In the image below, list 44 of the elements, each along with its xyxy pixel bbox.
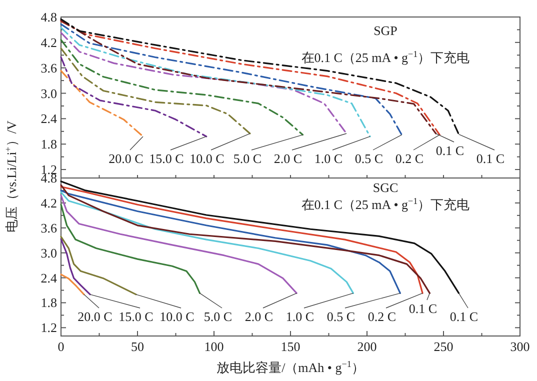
y-tick-label: 3.6	[40, 60, 58, 76]
text: 2.0 C	[274, 151, 302, 166]
x-tick-label: 100	[204, 339, 224, 354]
text: SGP	[374, 23, 398, 38]
text: 5.0 C	[233, 151, 262, 166]
x-tick-label: 150	[280, 339, 300, 354]
y-tick-label: 2.4	[40, 270, 58, 286]
series-label: 15.0 C	[149, 151, 184, 166]
series-label: 20.0 C	[108, 151, 144, 166]
y-tick-label: 1.8	[40, 136, 57, 152]
y-tick-label: 3.0	[40, 245, 57, 260]
text: 10.0 C	[190, 151, 224, 166]
y-tick-label: 4.2	[40, 195, 57, 210]
series-label: 0.1 C	[408, 301, 438, 316]
x-tick-label: 0	[58, 339, 64, 354]
series-label: 0.1 C	[436, 143, 464, 158]
text: 在0.1 C（25 mA • g$^{−1}$）下充电	[301, 196, 470, 212]
chart-title: SGC	[372, 180, 398, 195]
y-tick-label: 2.4	[40, 111, 58, 126]
y-tick-label: 3.0	[40, 86, 57, 101]
series-label: 0.1 C	[476, 151, 505, 166]
series-label: 0.1 C	[450, 309, 478, 324]
text: 2.0 C	[244, 309, 274, 324]
x-tick-label: 200	[357, 339, 377, 354]
text: 0.2 C	[368, 309, 396, 324]
x-axis-title: 放电比容量/（mAh • g$^{−1}$）	[216, 359, 364, 375]
text: 10.0 C	[160, 309, 194, 324]
text: 15.0 C	[118, 309, 154, 324]
series-label: 20.0 C	[78, 309, 112, 324]
x-tick-label: 300	[510, 339, 530, 354]
series-label: 5.0 C	[204, 309, 232, 324]
text: 0.5 C	[326, 309, 356, 324]
y-tick-label: 4.8	[40, 10, 57, 24]
series-label: 0.5 C	[354, 151, 384, 166]
y-tick-label: 1.8	[40, 295, 57, 310]
text: 在0.1 C（25 mA • g$^{−1}$）下充电	[301, 49, 470, 65]
y-tick-label: 1.2	[40, 320, 57, 336]
x-tick-label: 50	[131, 339, 144, 354]
y-tick-label: 3.6	[40, 220, 58, 236]
x-tick-label: 250	[434, 339, 454, 354]
text: 1.0 C	[314, 151, 343, 166]
y-tick-label: 4.2	[40, 34, 57, 50]
text: 1.0 C	[286, 309, 314, 324]
series-label: 0.2 C	[395, 151, 424, 166]
